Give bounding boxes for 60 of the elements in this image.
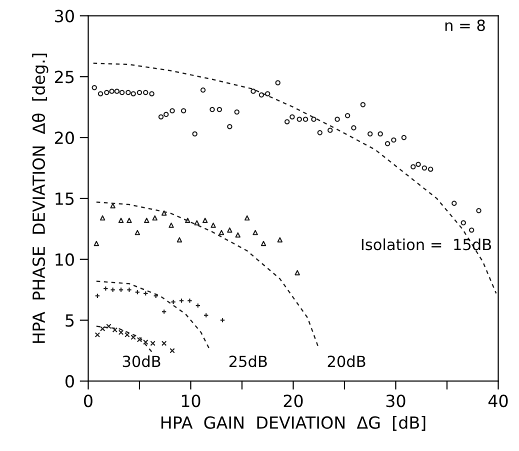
x-axis-title: HPA GAIN DEVIATION ΔG [dB] bbox=[161, 416, 426, 431]
line-series bbox=[96, 326, 152, 352]
point bbox=[260, 240, 266, 246]
annotation: 25dB bbox=[229, 355, 267, 368]
point bbox=[170, 348, 175, 354]
annotation: 20dB bbox=[328, 355, 366, 368]
point bbox=[100, 215, 106, 221]
point bbox=[218, 230, 224, 236]
y-tick-label: 30 bbox=[55, 10, 74, 22]
y-tick-label: 5 bbox=[66, 314, 74, 327]
annotation: Isolation = 15dB bbox=[362, 238, 492, 250]
point bbox=[94, 332, 100, 338]
point bbox=[235, 232, 241, 238]
point bbox=[210, 222, 216, 228]
point bbox=[252, 230, 258, 236]
point bbox=[294, 270, 300, 276]
point bbox=[118, 287, 124, 292]
point bbox=[227, 227, 232, 233]
point bbox=[118, 330, 124, 336]
point bbox=[161, 340, 167, 346]
point bbox=[112, 327, 118, 333]
y-tick-label: 10 bbox=[56, 253, 74, 266]
point bbox=[185, 218, 190, 223]
point bbox=[176, 237, 182, 242]
point bbox=[134, 230, 140, 236]
point bbox=[194, 220, 200, 226]
point bbox=[106, 324, 112, 329]
point bbox=[277, 237, 283, 242]
point bbox=[118, 218, 124, 223]
y-tick-label: 25 bbox=[55, 70, 74, 84]
point bbox=[161, 210, 167, 216]
point bbox=[126, 218, 132, 223]
annotation: n = 8 bbox=[445, 20, 485, 32]
point bbox=[152, 215, 158, 221]
point bbox=[142, 339, 148, 345]
point bbox=[220, 318, 226, 323]
point bbox=[100, 326, 106, 332]
line-series bbox=[96, 201, 318, 346]
x-tick-label: 30 bbox=[386, 394, 406, 408]
point bbox=[110, 203, 116, 208]
point bbox=[202, 218, 208, 223]
line-series bbox=[92, 62, 497, 294]
point bbox=[150, 340, 156, 346]
point bbox=[94, 240, 100, 246]
point bbox=[124, 332, 130, 338]
point bbox=[178, 298, 184, 304]
y-tick-label: 20 bbox=[55, 132, 74, 144]
point bbox=[168, 222, 174, 228]
y-axis-title: HPA PHASE DEVIATION Δθ [deg.] bbox=[32, 54, 48, 343]
x-tick-label: 0 bbox=[84, 394, 92, 408]
point bbox=[130, 334, 136, 340]
annotation: 30dB bbox=[122, 355, 160, 368]
point bbox=[244, 215, 250, 221]
y-tick-label: 15 bbox=[56, 192, 74, 206]
x-tick-label: 40 bbox=[488, 394, 508, 408]
point bbox=[136, 337, 142, 342]
x-tick-label: 10 bbox=[182, 394, 200, 408]
point bbox=[144, 218, 150, 223]
x-tick-label: 20 bbox=[284, 394, 303, 408]
y-tick-label: 0 bbox=[66, 375, 74, 388]
